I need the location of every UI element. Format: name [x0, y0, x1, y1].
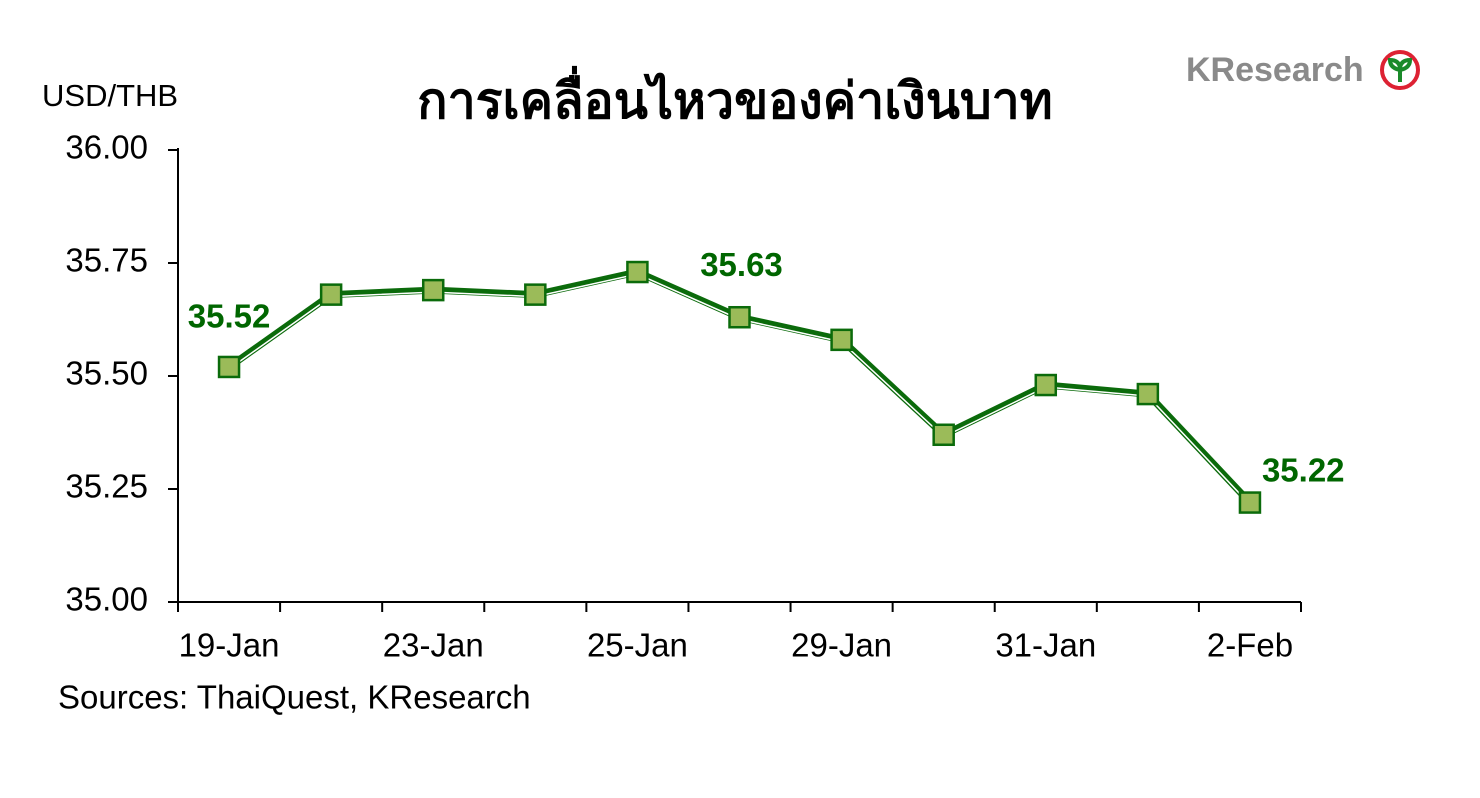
x-tick-label: 25-Jan — [587, 627, 688, 664]
point-marker — [524, 283, 547, 306]
x-tick-label: 31-Jan — [995, 627, 1096, 664]
point-marker — [421, 278, 445, 302]
point-marker — [728, 305, 751, 329]
point-marker — [1238, 491, 1262, 514]
y-axis-label: USD/THB — [42, 78, 178, 113]
point-marker — [626, 260, 649, 284]
x-tick-label: 29-Jan — [791, 627, 892, 664]
x-tick-label: 19-Jan — [179, 627, 280, 664]
data-label: 35.22 — [1262, 451, 1345, 488]
x-tick-label: 2-Feb — [1207, 627, 1293, 664]
x-tick-label: 23-Jan — [383, 627, 484, 664]
point-marker — [1136, 382, 1160, 406]
point-marker — [1034, 373, 1058, 397]
y-tick-label: 36.00 — [65, 129, 148, 166]
data-label: 35.52 — [188, 298, 271, 335]
logo-icon — [1380, 50, 1420, 90]
data-label: 35.63 — [700, 246, 783, 283]
y-tick-label: 35.00 — [65, 581, 148, 618]
y-tick-label: 35.25 — [65, 468, 148, 505]
y-tick-label: 35.50 — [65, 355, 148, 392]
chart-title: การเคลื่อนไหวของค่าเงินบาท — [417, 66, 1052, 129]
y-tick-label: 35.75 — [65, 242, 148, 279]
point-marker — [217, 355, 241, 379]
source-note: Sources: ThaiQuest, KResearch — [58, 679, 531, 716]
logo-text: KResearch — [1186, 51, 1364, 89]
point-marker — [932, 423, 955, 447]
point-marker — [319, 283, 343, 306]
point-marker — [830, 328, 853, 352]
